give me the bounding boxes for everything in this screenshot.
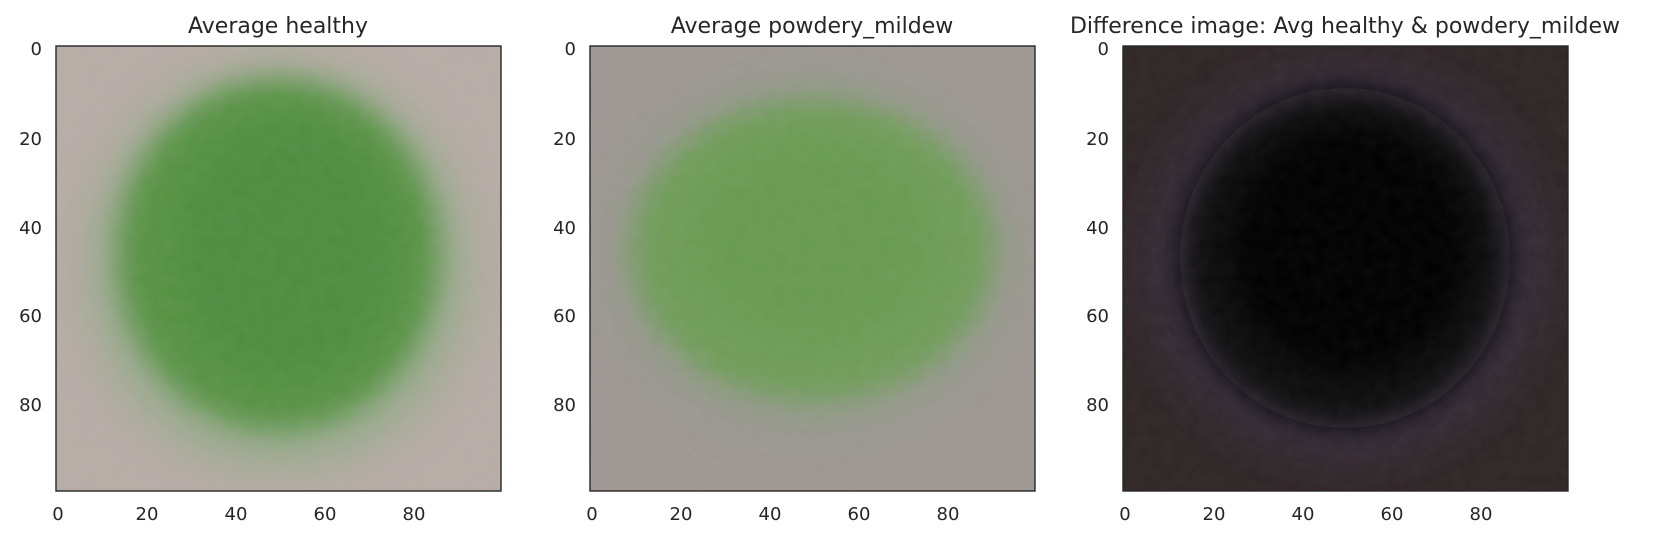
x-tick-label: 60 [1381, 504, 1404, 525]
y-tick-label: 80 [19, 395, 42, 416]
panel-title: Average powdery_mildew [671, 14, 953, 39]
x-tick-label: 40 [1292, 504, 1315, 525]
y-tick-label: 0 [565, 39, 576, 60]
axes-frame [589, 45, 1036, 492]
y-axis: 0 20 40 60 80 [19, 39, 42, 416]
average-healthy-image [56, 46, 501, 491]
difference-image [1123, 46, 1568, 491]
x-tick-label: 0 [52, 504, 63, 525]
x-axis: 0 20 40 60 80 [52, 504, 425, 525]
y-axis: 0 20 40 60 80 [553, 39, 576, 416]
average-powdery-mildew-image [590, 46, 1035, 491]
x-tick-label: 60 [848, 504, 871, 525]
y-tick-label: 60 [553, 306, 576, 327]
y-tick-label: 20 [19, 129, 42, 150]
panel-difference-image: Difference image: Avg healthy & powdery_… [1070, 14, 1620, 525]
x-axis: 0 20 40 60 80 [1119, 504, 1492, 525]
y-tick-label: 60 [19, 306, 42, 327]
panel-title: Difference image: Avg healthy & powdery_… [1070, 14, 1620, 39]
x-tick-label: 0 [586, 504, 597, 525]
x-tick-label: 20 [136, 504, 159, 525]
y-tick-label: 20 [553, 129, 576, 150]
x-tick-label: 40 [759, 504, 782, 525]
y-tick-label: 40 [1086, 218, 1109, 239]
x-tick-label: 80 [1470, 504, 1493, 525]
y-tick-label: 20 [1086, 129, 1109, 150]
y-tick-label: 40 [553, 218, 576, 239]
y-tick-label: 80 [1086, 395, 1109, 416]
panel-average-powdery-mildew: Average powdery_mildew 0 20 40 60 80 0 2… [553, 14, 1036, 525]
x-tick-label: 40 [225, 504, 248, 525]
x-tick-label: 20 [1203, 504, 1226, 525]
image-texture [1123, 46, 1568, 491]
x-tick-label: 80 [937, 504, 960, 525]
y-tick-label: 0 [31, 39, 42, 60]
image-texture [590, 46, 1035, 491]
axes-frame [1122, 45, 1569, 492]
panel-title: Average healthy [188, 14, 368, 39]
x-axis: 0 20 40 60 80 [586, 504, 959, 525]
x-tick-label: 60 [314, 504, 337, 525]
y-tick-label: 60 [1086, 306, 1109, 327]
y-tick-label: 0 [1098, 39, 1109, 60]
panel-average-healthy: Average healthy 0 20 40 60 80 0 20 40 60… [19, 14, 502, 525]
y-tick-label: 40 [19, 218, 42, 239]
x-tick-label: 0 [1119, 504, 1130, 525]
x-tick-label: 80 [403, 504, 426, 525]
x-tick-label: 20 [670, 504, 693, 525]
y-tick-label: 80 [553, 395, 576, 416]
y-axis: 0 20 40 60 80 [1086, 39, 1109, 416]
axes-frame [55, 45, 502, 492]
image-texture [56, 46, 501, 491]
